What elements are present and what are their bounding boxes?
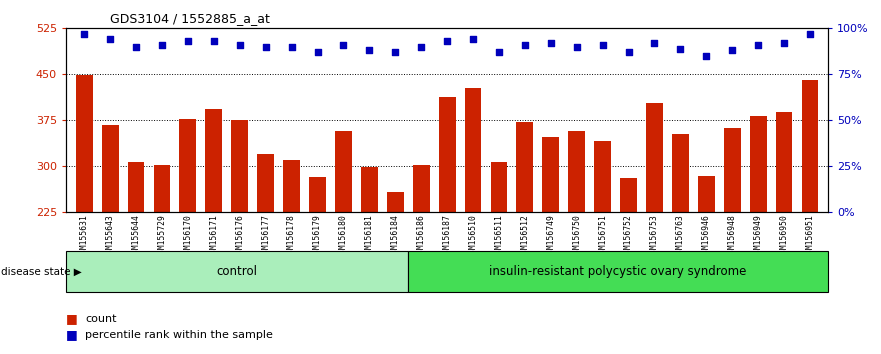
Text: disease state ▶: disease state ▶	[1, 267, 82, 277]
Point	[78, 31, 92, 37]
Point	[648, 40, 662, 46]
Text: ■: ■	[66, 328, 78, 341]
Point	[466, 36, 480, 42]
Bar	[491, 162, 507, 350]
Point	[518, 42, 532, 48]
Point	[492, 50, 506, 55]
Text: ■: ■	[66, 312, 78, 325]
Bar	[775, 112, 793, 350]
Bar	[516, 121, 533, 350]
Point	[596, 42, 610, 48]
Bar	[257, 154, 274, 350]
Bar	[750, 116, 766, 350]
Bar	[387, 192, 403, 350]
Point	[155, 42, 169, 48]
Text: control: control	[217, 265, 257, 278]
Point	[181, 38, 195, 44]
Point	[777, 40, 791, 46]
Point	[803, 31, 817, 37]
Point	[414, 44, 428, 50]
Bar	[464, 88, 481, 350]
Point	[544, 40, 558, 46]
Point	[570, 44, 584, 50]
Bar	[180, 119, 196, 350]
Text: count: count	[85, 314, 117, 324]
Text: insulin-resistant polycystic ovary syndrome: insulin-resistant polycystic ovary syndr…	[489, 265, 746, 278]
Bar	[594, 141, 611, 350]
Point	[362, 47, 376, 53]
Bar	[283, 160, 300, 350]
Point	[233, 42, 247, 48]
Point	[725, 47, 739, 53]
Bar	[413, 165, 430, 350]
Bar	[153, 165, 170, 350]
Point	[440, 38, 454, 44]
Bar	[802, 80, 818, 350]
Text: percentile rank within the sample: percentile rank within the sample	[85, 330, 273, 339]
Bar	[76, 75, 93, 350]
Bar	[543, 137, 559, 350]
Point	[310, 50, 324, 55]
Bar	[232, 120, 248, 350]
Bar	[439, 97, 455, 350]
Bar	[101, 125, 119, 350]
Bar	[568, 131, 585, 350]
Bar	[335, 131, 352, 350]
Bar	[646, 103, 663, 350]
Point	[207, 38, 221, 44]
Bar	[724, 128, 741, 350]
Bar	[205, 109, 222, 350]
Point	[337, 42, 351, 48]
Point	[673, 46, 687, 51]
Bar	[309, 177, 326, 350]
Point	[259, 44, 273, 50]
Point	[285, 44, 299, 50]
Point	[700, 53, 714, 59]
Point	[129, 44, 143, 50]
Bar	[698, 176, 714, 350]
Point	[751, 42, 766, 48]
Text: GDS3104 / 1552885_a_at: GDS3104 / 1552885_a_at	[110, 12, 270, 25]
Point	[389, 50, 403, 55]
Bar	[128, 162, 144, 350]
Point	[621, 50, 635, 55]
Point	[103, 36, 117, 42]
Bar	[361, 167, 378, 350]
Bar	[672, 134, 689, 350]
Bar	[620, 178, 637, 350]
